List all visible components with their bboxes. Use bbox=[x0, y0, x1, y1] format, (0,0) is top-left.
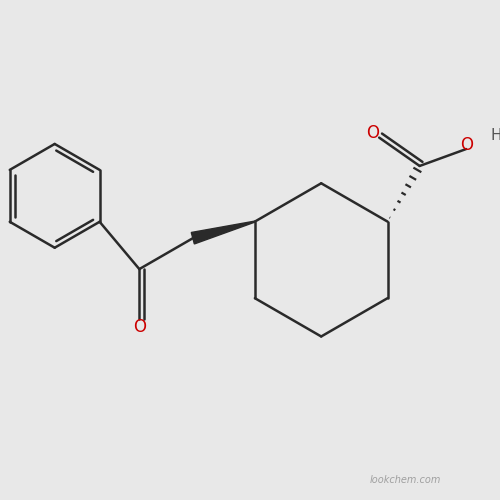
Text: O: O bbox=[460, 136, 473, 154]
Text: lookchem.com: lookchem.com bbox=[370, 475, 441, 485]
Polygon shape bbox=[192, 221, 255, 244]
Text: O: O bbox=[133, 318, 146, 336]
Text: H: H bbox=[490, 128, 500, 143]
Text: O: O bbox=[366, 124, 380, 142]
